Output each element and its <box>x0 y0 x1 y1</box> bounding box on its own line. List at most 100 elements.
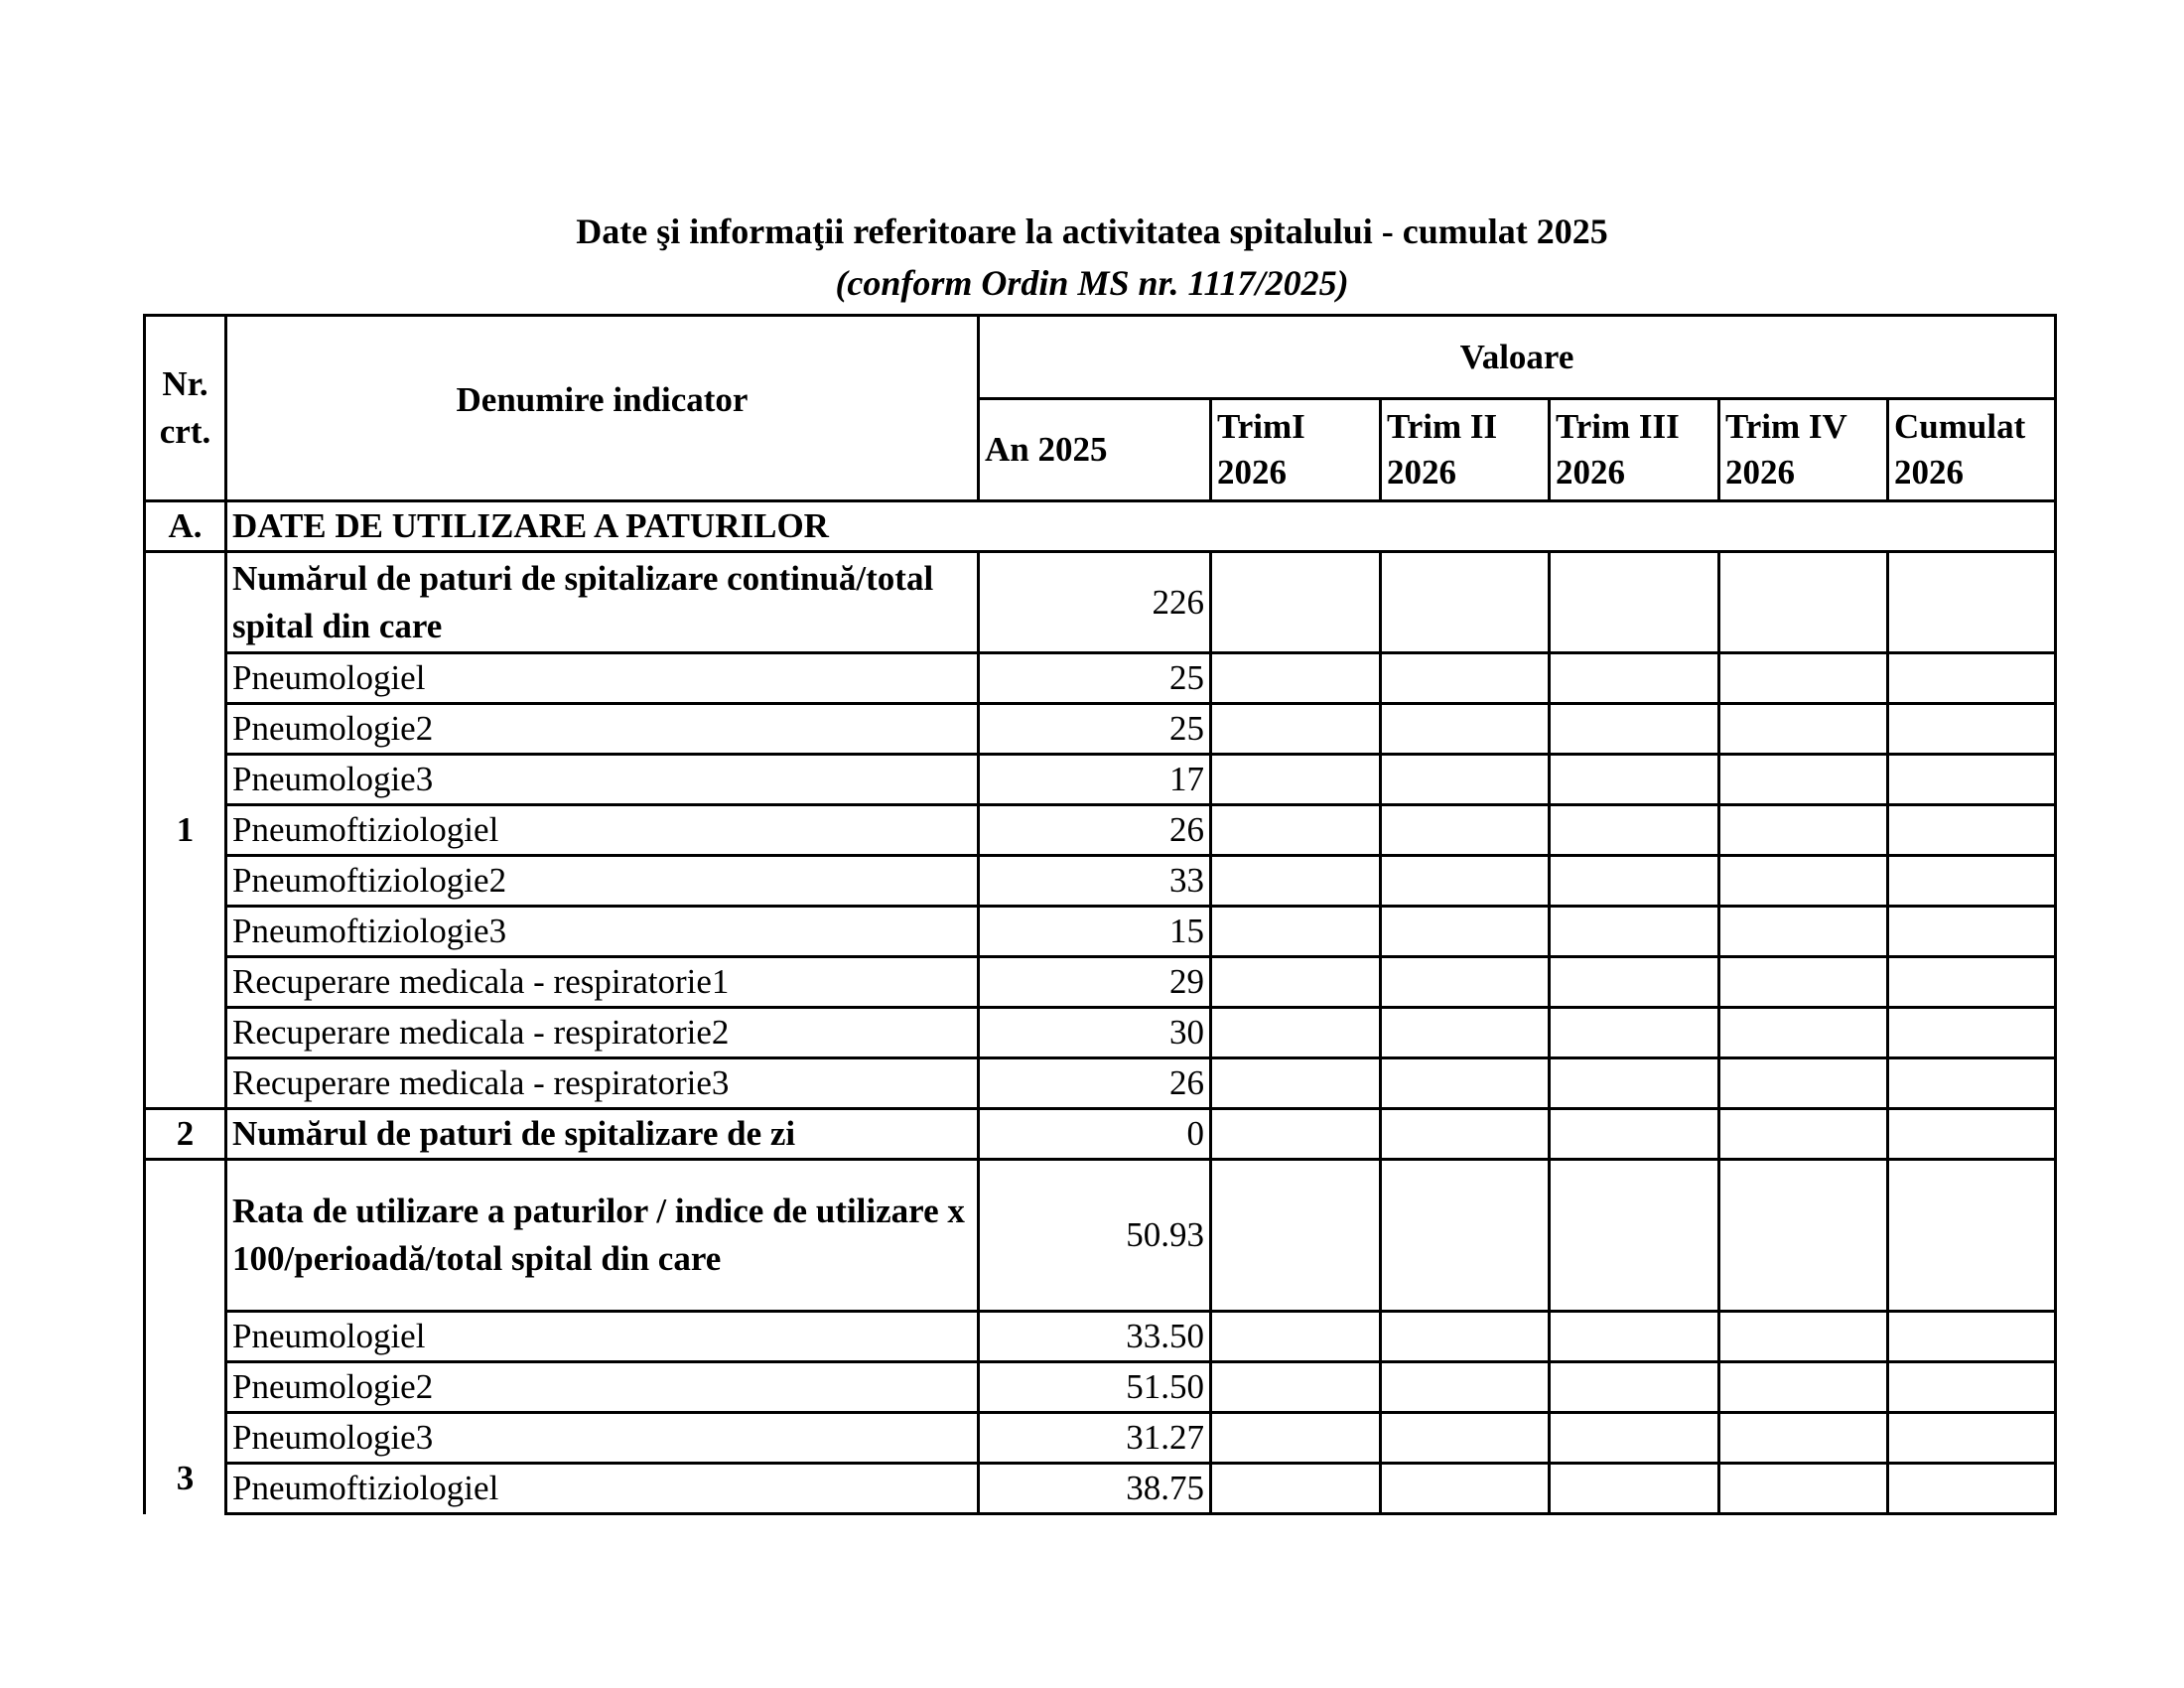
value-an-2025: 30 <box>977 1006 1212 1059</box>
value-cell-empty <box>1209 803 1382 857</box>
table-row: 2 Numărul de paturi de spitalizare de zi 0 <box>143 1107 2057 1161</box>
value-cell-empty <box>1886 1056 2057 1110</box>
header-indicator: Denumire indicator <box>224 314 980 502</box>
table-row: Pneumologiel 25 <box>145 651 2057 705</box>
row-number: 2 <box>143 1107 227 1161</box>
value-an-2025: 226 <box>977 550 1212 654</box>
header-column: An 2025 <box>977 397 1212 502</box>
value-cell-empty <box>1886 854 2057 908</box>
value-cell-empty <box>1209 1158 1382 1313</box>
value-cell-empty <box>1886 1006 2057 1059</box>
header-column: Trim II 2026 <box>1379 397 1551 502</box>
value-an-2025: 26 <box>977 1056 1212 1110</box>
table-row: Recuperare medicala - respiratorie2 30 <box>145 1006 2057 1059</box>
value-cell-empty <box>1548 1107 1720 1161</box>
row-number: 3 <box>143 1158 227 1514</box>
value-cell-empty <box>1886 753 2057 806</box>
table-row: Pneumologie2 51.50 <box>145 1360 2057 1414</box>
value-cell-empty <box>1379 702 1551 756</box>
indicator-label: Numărul de paturi de spitalizare de zi <box>224 1107 980 1161</box>
value-cell-empty <box>1379 1411 1551 1465</box>
value-cell-empty <box>1717 1006 1889 1059</box>
indicator-label: Pneumoftiziologie2 <box>224 854 980 908</box>
indicator-label: Pneumologie3 <box>224 753 980 806</box>
header-valoare: Valoare <box>977 314 2057 400</box>
value-cell-empty <box>1717 1360 1889 1414</box>
value-cell-empty <box>1886 1107 2057 1161</box>
section-label: DATE DE UTILIZARE A PATURILOR <box>224 499 2057 553</box>
table-row: Pneumoftiziologie3 15 <box>145 905 2057 958</box>
table-row: 1 Numărul de paturi de spitalizare contin… <box>143 550 2057 1110</box>
value-cell-empty <box>1548 753 1720 806</box>
table-row: Pneumologie3 17 <box>145 753 2057 806</box>
value-cell-empty <box>1379 1006 1551 1059</box>
value-cell-empty <box>1886 1360 2057 1414</box>
value-an-2025: 33.50 <box>977 1310 1212 1363</box>
value-cell-empty <box>1548 854 1720 908</box>
value-cell-empty <box>1548 1411 1720 1465</box>
value-cell-empty <box>1717 1411 1889 1465</box>
value-cell-empty <box>1209 1310 1382 1363</box>
value-cell-empty <box>1379 651 1551 705</box>
value-cell-empty <box>1209 1107 1382 1161</box>
value-cell-empty <box>1379 803 1551 857</box>
value-an-2025: 31.27 <box>977 1411 1212 1465</box>
value-cell-empty <box>1209 1411 1382 1465</box>
value-cell-empty <box>1548 702 1720 756</box>
value-cell-empty <box>1548 550 1720 654</box>
value-cell-empty <box>1717 1158 1889 1313</box>
indicator-label: Recuperare medicala - respiratorie1 <box>224 955 980 1009</box>
value-cell-empty <box>1548 1006 1720 1059</box>
value-cell-empty <box>1548 803 1720 857</box>
value-cell-empty <box>1379 1056 1551 1110</box>
header-nr: Nr. crt. <box>143 314 227 502</box>
table-row: Pneumologie3 31.27 <box>145 1411 2057 1465</box>
value-cell-empty <box>1886 702 2057 756</box>
value-cell-empty <box>1379 955 1551 1009</box>
value-cell-empty <box>1548 1310 1720 1363</box>
value-cell-empty <box>1209 905 1382 958</box>
indicator-label: Pneumologie2 <box>224 1360 980 1414</box>
value-cell-empty <box>1717 803 1889 857</box>
indicator-label: Pneumoftiziologie3 <box>224 905 980 958</box>
value-an-2025: 25 <box>977 651 1212 705</box>
value-cell-empty <box>1209 854 1382 908</box>
value-cell-empty <box>1717 1462 1889 1515</box>
table-row: Pneumologie2 25 <box>145 702 2057 756</box>
indicator-label: Pneumoftiziologiel <box>224 803 980 857</box>
value-cell-empty <box>1717 651 1889 705</box>
value-cell-empty <box>1717 1107 1889 1161</box>
value-cell-empty <box>1379 854 1551 908</box>
table-row: Pneumoftiziologiel 38.75 <box>145 1462 2057 1515</box>
value-cell-empty <box>1379 1310 1551 1363</box>
value-cell-empty <box>1886 550 2057 654</box>
value-an-2025: 26 <box>977 803 1212 857</box>
value-cell-empty <box>1209 1056 1382 1110</box>
header-column: Trim IV 2026 <box>1717 397 1889 502</box>
indicator-label: Recuperare medicala - respiratorie2 <box>224 1006 980 1059</box>
indicators-table: Nr. crt. Denumire indicator Valoare An 2… <box>143 314 2057 1515</box>
value-cell-empty <box>1209 1360 1382 1414</box>
value-cell-empty <box>1717 955 1889 1009</box>
header-column: TrimI 2026 <box>1209 397 1382 502</box>
value-cell-empty <box>1886 1310 2057 1363</box>
value-cell-empty <box>1886 1411 2057 1465</box>
value-cell-empty <box>1209 651 1382 705</box>
table-row: Pneumoftiziologie2 33 <box>145 854 2057 908</box>
value-an-2025: 25 <box>977 702 1212 756</box>
value-cell-empty <box>1717 905 1889 958</box>
section-code: A. <box>143 499 227 553</box>
value-cell-empty <box>1886 651 2057 705</box>
value-cell-empty <box>1886 955 2057 1009</box>
value-cell-empty <box>1717 753 1889 806</box>
value-cell-empty <box>1886 1158 2057 1313</box>
document-subtitle: (conform Ordin MS nr. 1117/2025) <box>835 263 1349 303</box>
table-row: Pneumologiel 33.50 <box>145 1310 2057 1363</box>
indicator-label: Pneumologiel <box>224 651 980 705</box>
value-cell-empty <box>1548 1462 1720 1515</box>
value-cell-empty <box>1548 1056 1720 1110</box>
value-cell-empty <box>1886 803 2057 857</box>
value-an-2025: 33 <box>977 854 1212 908</box>
value-cell-empty <box>1209 955 1382 1009</box>
table-row: Pneumoftiziologiel 26 <box>145 803 2057 857</box>
